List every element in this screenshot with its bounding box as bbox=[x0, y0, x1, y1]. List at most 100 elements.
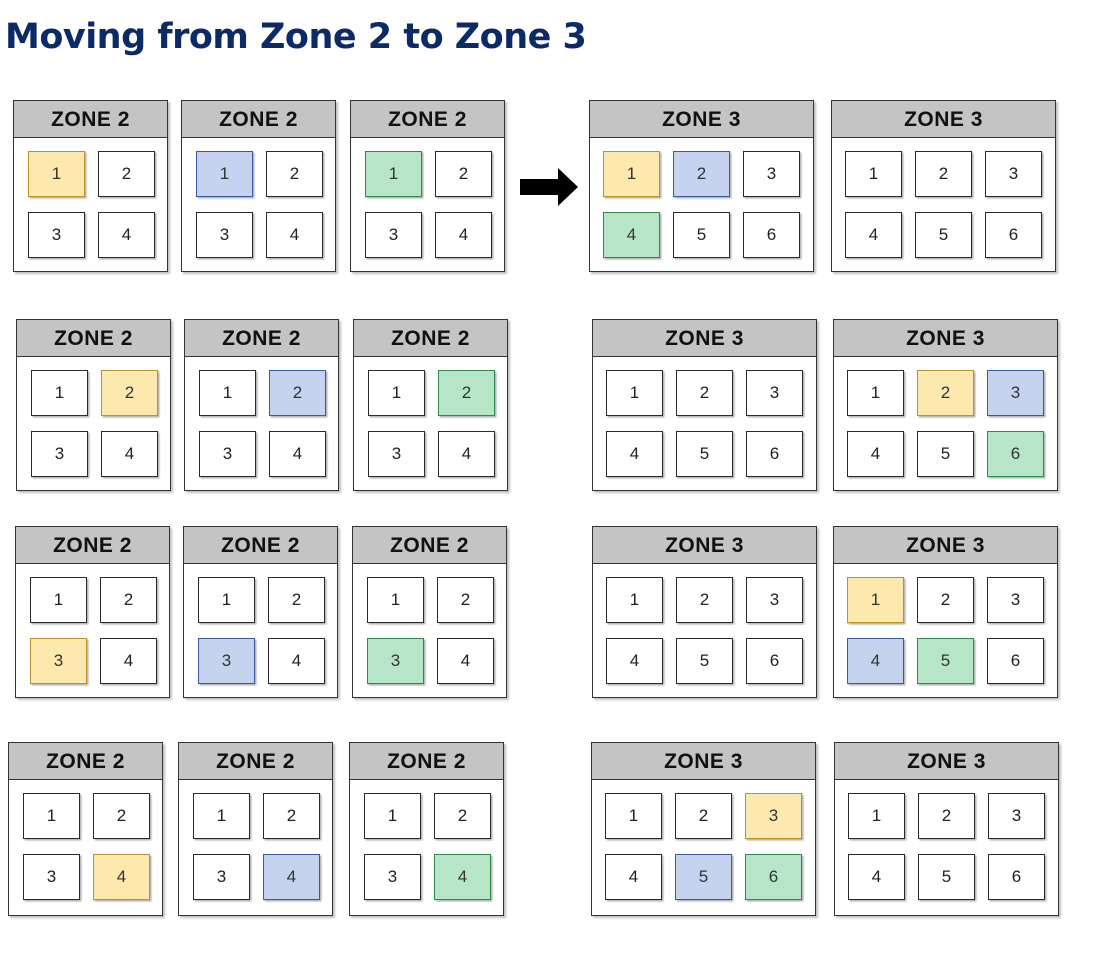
zone-cell-6: 6 bbox=[746, 638, 803, 684]
zone3-header: ZONE 3 bbox=[590, 101, 813, 138]
zone2-header: ZONE 2 bbox=[179, 743, 332, 780]
zone2-header: ZONE 2 bbox=[182, 101, 335, 138]
zone-cell-6: 6 bbox=[987, 638, 1044, 684]
zone-cell-4: 4 bbox=[435, 212, 492, 258]
zone-cell-2: 2 bbox=[918, 793, 975, 839]
zone-cell-4: 4 bbox=[268, 638, 325, 684]
zone-cell-1: 1 bbox=[365, 151, 422, 197]
zone-cell-1: 1 bbox=[30, 577, 87, 623]
zone-cell-3: 3 bbox=[743, 151, 800, 197]
zone-cell-1: 1 bbox=[845, 151, 902, 197]
zone2-header: ZONE 2 bbox=[351, 101, 504, 138]
zone-cell-2: 2 bbox=[266, 151, 323, 197]
zone-cell-5: 5 bbox=[676, 431, 733, 477]
zone-cell-3: 3 bbox=[746, 577, 803, 623]
zone-cell-3: 3 bbox=[367, 638, 424, 684]
zone2-header: ZONE 2 bbox=[350, 743, 503, 780]
zone-cell-4: 4 bbox=[605, 854, 662, 900]
zone-cell-4: 4 bbox=[101, 431, 158, 477]
zone-cell-4: 4 bbox=[845, 212, 902, 258]
zone2-header: ZONE 2 bbox=[14, 101, 167, 138]
zone-cell-3: 3 bbox=[23, 854, 80, 900]
zone-cell-2: 2 bbox=[675, 793, 732, 839]
zone-cell-3: 3 bbox=[364, 854, 421, 900]
zone-cell-3: 3 bbox=[193, 854, 250, 900]
zone3-header: ZONE 3 bbox=[832, 101, 1055, 138]
zone-cell-2: 2 bbox=[263, 793, 320, 839]
zone3-header: ZONE 3 bbox=[834, 527, 1057, 564]
zone-cell-3: 3 bbox=[985, 151, 1042, 197]
zone-cell-1: 1 bbox=[606, 577, 663, 623]
zone-cell-1: 1 bbox=[31, 370, 88, 416]
zone-cell-6: 6 bbox=[745, 854, 802, 900]
zone-cell-2: 2 bbox=[269, 370, 326, 416]
zone2-header: ZONE 2 bbox=[185, 320, 338, 357]
zone-cell-5: 5 bbox=[918, 854, 975, 900]
zone-cell-3: 3 bbox=[199, 431, 256, 477]
zone-cell-1: 1 bbox=[364, 793, 421, 839]
zone3-header: ZONE 3 bbox=[834, 320, 1057, 357]
zone-cell-1: 1 bbox=[847, 370, 904, 416]
zone-cell-3: 3 bbox=[987, 577, 1044, 623]
zone-cell-4: 4 bbox=[603, 212, 660, 258]
zone-cell-5: 5 bbox=[675, 854, 732, 900]
zone3-header: ZONE 3 bbox=[835, 743, 1058, 780]
zone-cell-3: 3 bbox=[31, 431, 88, 477]
zone-cell-4: 4 bbox=[438, 431, 495, 477]
zone-cell-3: 3 bbox=[745, 793, 802, 839]
zone-cell-1: 1 bbox=[28, 151, 85, 197]
zone-cell-1: 1 bbox=[848, 793, 905, 839]
zone-cell-4: 4 bbox=[847, 638, 904, 684]
zone-cell-2: 2 bbox=[915, 151, 972, 197]
zone-cell-2: 2 bbox=[438, 370, 495, 416]
zone-cell-5: 5 bbox=[673, 212, 730, 258]
zone-cell-5: 5 bbox=[917, 431, 974, 477]
zone-cell-3: 3 bbox=[196, 212, 253, 258]
zone-cell-1: 1 bbox=[193, 793, 250, 839]
zone-cell-1: 1 bbox=[199, 370, 256, 416]
zone-cell-3: 3 bbox=[368, 431, 425, 477]
zone2-header: ZONE 2 bbox=[184, 527, 337, 564]
zone-cell-6: 6 bbox=[743, 212, 800, 258]
zone-cell-4: 4 bbox=[263, 854, 320, 900]
zone-cell-5: 5 bbox=[917, 638, 974, 684]
zone-cell-6: 6 bbox=[987, 431, 1044, 477]
zone-cell-4: 4 bbox=[269, 431, 326, 477]
zone-cell-4: 4 bbox=[606, 638, 663, 684]
zone-cell-2: 2 bbox=[435, 151, 492, 197]
zone-cell-2: 2 bbox=[917, 370, 974, 416]
zone-cell-2: 2 bbox=[100, 577, 157, 623]
zone-cell-1: 1 bbox=[606, 370, 663, 416]
zone3-header: ZONE 3 bbox=[592, 743, 815, 780]
zone-cell-6: 6 bbox=[746, 431, 803, 477]
zone-cell-2: 2 bbox=[434, 793, 491, 839]
zone-cell-4: 4 bbox=[100, 638, 157, 684]
zone-cell-1: 1 bbox=[23, 793, 80, 839]
zone-cell-2: 2 bbox=[93, 793, 150, 839]
zone2-header: ZONE 2 bbox=[9, 743, 162, 780]
zone-cell-5: 5 bbox=[676, 638, 733, 684]
zone2-header: ZONE 2 bbox=[17, 320, 170, 357]
zone-cell-3: 3 bbox=[988, 793, 1045, 839]
zone-cell-2: 2 bbox=[101, 370, 158, 416]
zone-cell-4: 4 bbox=[434, 854, 491, 900]
zone-cell-3: 3 bbox=[30, 638, 87, 684]
zone-cell-6: 6 bbox=[985, 212, 1042, 258]
zone-cell-3: 3 bbox=[28, 212, 85, 258]
zone-cell-1: 1 bbox=[847, 577, 904, 623]
zone2-header: ZONE 2 bbox=[354, 320, 507, 357]
